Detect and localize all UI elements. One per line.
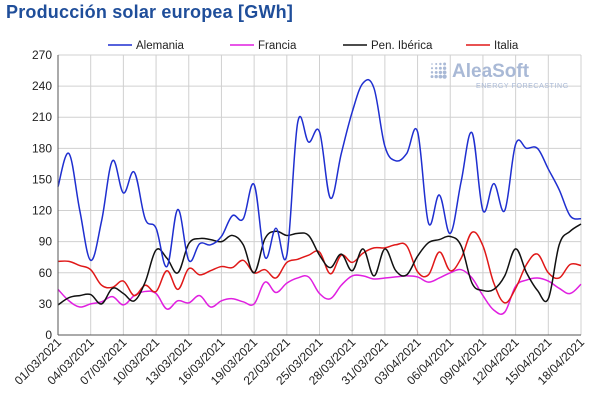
aleasoft-logo: AleaSoft ENERGY FORECASTING xyxy=(430,61,569,90)
logo-main-text: AleaSoft xyxy=(452,61,530,82)
logo-dot xyxy=(434,66,438,70)
logo-dot xyxy=(431,63,433,65)
logo-dot xyxy=(430,67,434,70)
chart-title: Producción solar europea [GWh] xyxy=(6,2,294,22)
y-tick-label: 210 xyxy=(32,110,52,124)
logo-sub-text: ENERGY FORECASTING xyxy=(476,83,569,90)
y-tick-label: 90 xyxy=(39,235,53,249)
y-tick-label: 60 xyxy=(39,266,53,280)
legend: Alemania Francia Pen. Ibérica Italia xyxy=(108,40,519,52)
logo-dot xyxy=(443,62,447,66)
series-line-francia xyxy=(57,268,582,315)
logo-dot xyxy=(430,71,434,74)
logo-dot xyxy=(439,62,442,66)
series-lines xyxy=(57,78,582,315)
logo-dot xyxy=(438,66,442,70)
logo-dots-icon xyxy=(430,62,447,79)
logo-dot xyxy=(442,66,447,70)
logo-dot xyxy=(442,70,447,75)
logo-dot xyxy=(438,74,443,79)
legend-label-italia: Italia xyxy=(494,40,519,52)
y-tick-label: 180 xyxy=(32,141,52,155)
series-line-alemania xyxy=(57,78,582,268)
y-tick-label: 270 xyxy=(32,48,52,62)
y-tick-label: 30 xyxy=(39,297,53,311)
series-line-italia xyxy=(57,231,582,304)
logo-dot xyxy=(430,75,434,79)
y-tick-label: 0 xyxy=(45,328,52,342)
logo-dot xyxy=(438,70,443,75)
logo-dot xyxy=(434,70,438,74)
logo-dot xyxy=(435,62,438,66)
x-tick-labels: 01/03/202104/03/202107/03/202110/03/2021… xyxy=(12,335,588,388)
y-tick-labels: 0 30 60 90 120 150 180 210 240 270 xyxy=(32,48,52,342)
logo-dot xyxy=(442,74,447,79)
logo-dot xyxy=(434,74,438,79)
legend-label-pen-iberica: Pen. Ibérica xyxy=(371,40,433,52)
series-line-pen-iberica xyxy=(57,223,582,306)
legend-label-alemania: Alemania xyxy=(136,40,185,52)
y-tick-label: 120 xyxy=(32,204,52,218)
legend-label-francia: Francia xyxy=(258,40,297,52)
axes xyxy=(57,55,581,336)
y-tick-label: 240 xyxy=(32,79,52,93)
y-tick-label: 150 xyxy=(32,172,52,186)
